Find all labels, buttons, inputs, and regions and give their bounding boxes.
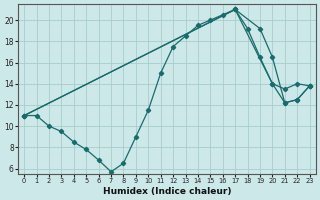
X-axis label: Humidex (Indice chaleur): Humidex (Indice chaleur) [103,187,231,196]
